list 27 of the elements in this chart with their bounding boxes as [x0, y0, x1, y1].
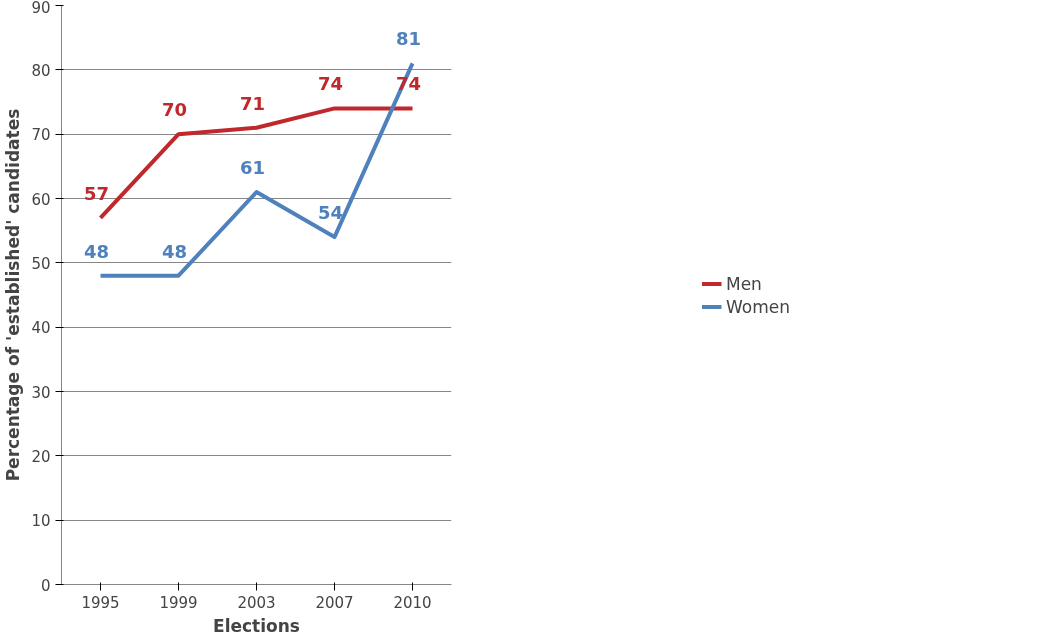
x-axis-title: Elections	[213, 615, 300, 636]
data-label: 81	[395, 28, 422, 50]
x-tick-label: 1999	[159, 593, 198, 612]
data-label: 61	[239, 157, 266, 179]
data-label: 74	[317, 73, 344, 95]
data-label: 54	[317, 202, 344, 224]
y-tick-label: 90	[31, 0, 51, 17]
x-tick-label: 2010	[393, 593, 432, 612]
legend-label: Women	[725, 296, 791, 316]
y-tick-label: 50	[31, 254, 51, 273]
data-label: 48	[83, 240, 110, 262]
y-tick-label: 60	[31, 190, 51, 209]
y-tick-label: 30	[31, 383, 51, 402]
y-tick-label: 20	[31, 447, 51, 466]
x-tick-label: 1995	[81, 593, 120, 612]
legend-label: Men	[725, 273, 762, 293]
x-tick-label: 2007	[315, 593, 354, 612]
y-tick-label: 0	[40, 576, 51, 595]
x-tick-label: 2003	[237, 593, 276, 612]
data-label: 70	[161, 99, 188, 121]
y-tick-label: 80	[31, 61, 51, 80]
data-label: 48	[161, 240, 188, 262]
y-tick-label: 40	[31, 319, 51, 338]
data-label: 71	[239, 92, 266, 114]
y-tick-label: 10	[31, 512, 51, 531]
y-axis-title: Percentage of 'established' candidates	[3, 108, 24, 482]
y-tick-label: 70	[31, 126, 51, 145]
